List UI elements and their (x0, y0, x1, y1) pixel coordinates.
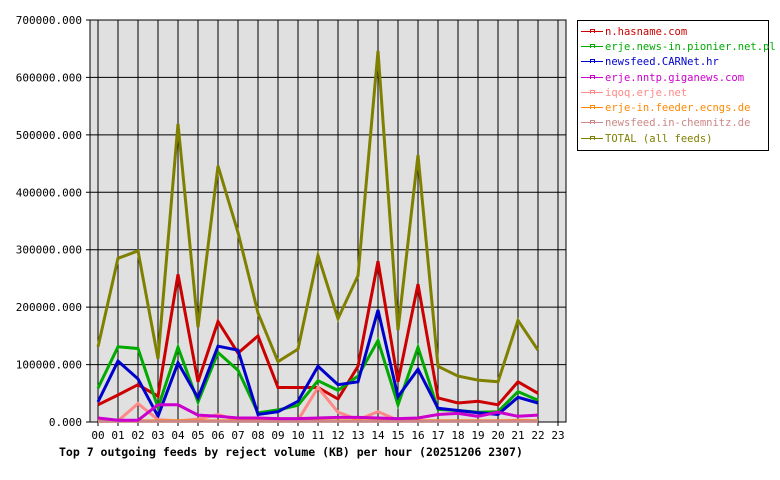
x-tick-label: 18 (451, 429, 464, 442)
x-tick-label: 03 (151, 429, 164, 442)
series-line-7 (96, 50, 540, 384)
y-tick-label: 200000.000 (16, 301, 82, 314)
legend-label: newsfeed.in-chemnitz.de (605, 117, 751, 130)
plot-background (89, 19, 567, 423)
x-tick-label: 02 (131, 429, 144, 442)
x-tick-label: 10 (291, 429, 304, 442)
series-line-2 (96, 309, 539, 420)
x-tick-label: 21 (511, 429, 524, 442)
legend-item: erje.nntp.giganews.com (581, 70, 768, 85)
data-series (96, 50, 540, 423)
x-tick-label: 12 (331, 429, 344, 442)
x-tick-label: 08 (251, 429, 264, 442)
legend-item: TOTAL (all feeds) (581, 131, 768, 146)
legend-item: erje.news-in.pionier.net.pl (581, 39, 776, 54)
x-tick-label: 14 (371, 429, 385, 442)
legend: n.hasname.com erje.news-in.pionier.net.pl… (577, 20, 776, 151)
x-tick-label: 23 (551, 429, 564, 442)
x-tick-label: 06 (211, 429, 224, 442)
legend-item: iqoq.erje.net (581, 85, 768, 100)
y-tick-label: 0.000 (49, 416, 82, 429)
chart-title: Top 7 outgoing feeds by reject volume (K… (59, 445, 523, 459)
x-tick-label: 09 (271, 429, 284, 442)
legend-label: n.hasname.com (605, 25, 688, 38)
legend-label: newsfeed.CARNet.hr (605, 56, 719, 69)
legend-line-marker-icon (581, 118, 603, 128)
x-tick-label: 17 (431, 429, 444, 442)
x-tick-label: 00 (91, 429, 104, 442)
legend-item: newsfeed.in-chemnitz.de (581, 116, 768, 131)
y-tick-label: 100000.000 (16, 359, 82, 372)
series-line-3 (97, 403, 539, 422)
legend-label: erje.news-in.pionier.net.pl (605, 40, 776, 53)
y-tick-label: 400000.000 (16, 186, 82, 199)
x-tick-label: 07 (231, 429, 244, 442)
legend-item: newsfeed.CARNet.hr (581, 55, 768, 70)
x-tick-label: 13 (351, 429, 364, 442)
legend-line-marker-icon (581, 103, 603, 113)
legend-label: iqoq.erje.net (605, 86, 688, 99)
x-tick-label: 01 (111, 429, 124, 442)
legend-line-marker-icon (581, 42, 603, 52)
y-axis: 0.000 100000.000 200000.000 300000.000 40000… (16, 14, 82, 429)
legend-label: erje-in.feeder.ecngs.de (605, 102, 751, 115)
legend-line-marker-icon (581, 27, 603, 37)
y-tick-label: 600000.000 (16, 71, 82, 84)
x-tick-label: 11 (311, 429, 324, 442)
legend-line-marker-icon (581, 88, 603, 98)
x-tick-label: 19 (471, 429, 484, 442)
y-tick-label: 700000.000 (16, 14, 82, 27)
y-tick-label: 300000.000 (16, 244, 82, 257)
x-tick-label: 04 (171, 429, 185, 442)
legend-line-marker-icon (581, 134, 603, 144)
x-tick-label: 22 (531, 429, 544, 442)
x-axis: 00 01 02 03 04 05 06 07 08 09 10 11 12 13 14 15 16 17 18 19… (91, 429, 564, 442)
x-tick-label: 16 (411, 429, 424, 442)
legend-item: n.hasname.com (581, 24, 768, 39)
y-tick-label: 500000.000 (16, 129, 82, 142)
legend-label: TOTAL (all feeds) (605, 132, 713, 145)
legend-line-marker-icon (581, 73, 603, 83)
legend-line-marker-icon (581, 57, 603, 67)
x-tick-label: 05 (191, 429, 204, 442)
x-tick-label: 15 (391, 429, 404, 442)
legend-label: erje.nntp.giganews.com (605, 71, 745, 84)
x-tick-label: 20 (491, 429, 504, 442)
legend-item: erje-in.feeder.ecngs.de (581, 100, 768, 115)
